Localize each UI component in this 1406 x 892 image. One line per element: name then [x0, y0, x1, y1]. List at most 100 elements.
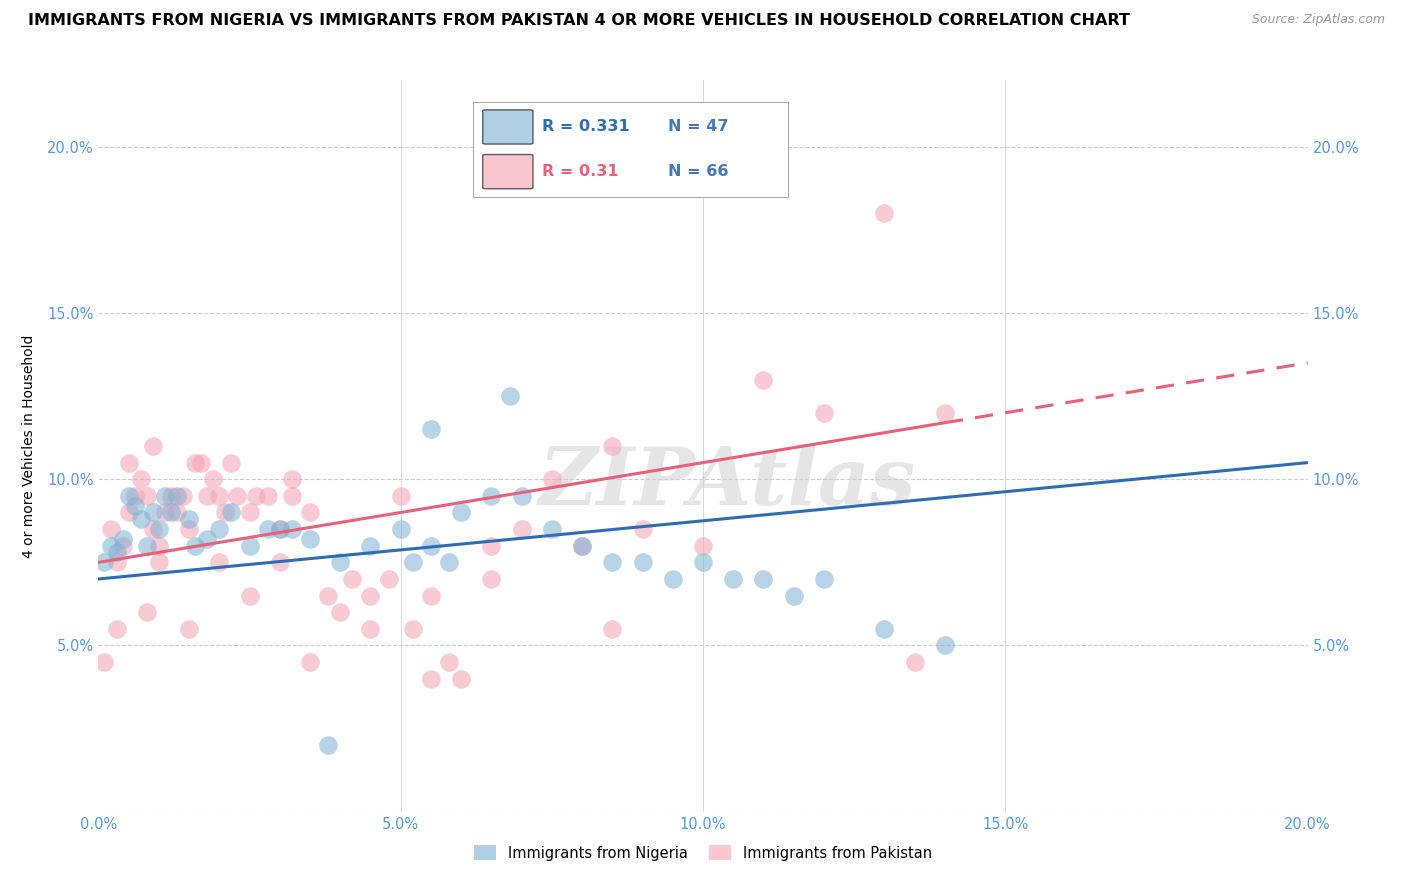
Point	[329, 555, 352, 569]
Point	[179, 512, 201, 526]
Point	[329, 605, 352, 619]
Point	[179, 522, 201, 536]
Point	[172, 489, 194, 503]
Point	[813, 406, 835, 420]
Point	[195, 489, 218, 503]
Point	[118, 456, 141, 470]
Point	[631, 555, 654, 569]
Point	[142, 506, 165, 520]
Point	[571, 539, 593, 553]
Point	[813, 572, 835, 586]
Point	[93, 655, 115, 669]
Point	[540, 472, 562, 486]
Point	[661, 572, 683, 586]
Point	[129, 472, 152, 486]
Point	[245, 489, 267, 503]
Point	[692, 555, 714, 569]
Text: ZIPAtlas: ZIPAtlas	[538, 444, 915, 521]
Point	[118, 506, 141, 520]
Point	[269, 522, 291, 536]
Point	[142, 439, 165, 453]
Point	[239, 589, 262, 603]
Point	[723, 572, 745, 586]
Point	[571, 539, 593, 553]
Point	[256, 489, 278, 503]
Point	[389, 489, 412, 503]
Point	[93, 555, 115, 569]
Point	[752, 372, 775, 386]
Point	[239, 506, 262, 520]
Point	[208, 522, 231, 536]
Point	[402, 555, 425, 569]
Point	[124, 489, 146, 503]
Point	[498, 389, 520, 403]
Point	[281, 522, 304, 536]
Point	[299, 655, 322, 669]
Point	[105, 555, 128, 569]
Point	[269, 522, 291, 536]
Point	[540, 522, 562, 536]
Point	[481, 539, 503, 553]
Point	[402, 622, 425, 636]
Point	[420, 422, 443, 436]
Point	[873, 622, 896, 636]
Point	[239, 539, 262, 553]
Point	[316, 589, 339, 603]
Point	[299, 506, 322, 520]
Point	[437, 555, 460, 569]
Point	[124, 499, 146, 513]
Point	[450, 672, 472, 686]
Point	[166, 506, 188, 520]
Point	[420, 589, 443, 603]
Point	[190, 456, 212, 470]
Point	[111, 539, 134, 553]
Point	[783, 589, 806, 603]
Point	[160, 506, 183, 520]
Point	[602, 439, 624, 453]
Point	[631, 522, 654, 536]
Point	[481, 572, 503, 586]
Point	[153, 489, 176, 503]
Point	[360, 622, 382, 636]
Point	[934, 406, 956, 420]
Point	[148, 522, 170, 536]
Point	[208, 489, 231, 503]
Point	[118, 489, 141, 503]
Point	[100, 522, 122, 536]
Point	[160, 489, 183, 503]
Point	[179, 622, 201, 636]
Point	[342, 572, 364, 586]
Point	[142, 522, 165, 536]
Point	[105, 622, 128, 636]
Point	[360, 589, 382, 603]
Point	[873, 206, 896, 220]
Point	[214, 506, 236, 520]
Point	[129, 512, 152, 526]
Point	[202, 472, 225, 486]
Point	[105, 545, 128, 559]
Point	[316, 738, 339, 752]
Point	[269, 555, 291, 569]
Point	[166, 489, 188, 503]
Point	[437, 655, 460, 669]
Point	[135, 605, 157, 619]
Point	[256, 522, 278, 536]
Point	[111, 532, 134, 546]
Point	[752, 572, 775, 586]
Point	[208, 555, 231, 569]
Point	[195, 532, 218, 546]
Point	[135, 539, 157, 553]
Point	[221, 506, 243, 520]
Text: IMMIGRANTS FROM NIGERIA VS IMMIGRANTS FROM PAKISTAN 4 OR MORE VEHICLES IN HOUSEH: IMMIGRANTS FROM NIGERIA VS IMMIGRANTS FR…	[28, 13, 1130, 29]
Point	[602, 555, 624, 569]
Point	[481, 489, 503, 503]
Point	[420, 539, 443, 553]
Point	[420, 672, 443, 686]
Point	[148, 539, 170, 553]
Point	[184, 539, 207, 553]
Point	[281, 472, 304, 486]
Point	[377, 572, 399, 586]
Point	[450, 506, 472, 520]
Point	[602, 622, 624, 636]
Point	[510, 489, 533, 503]
